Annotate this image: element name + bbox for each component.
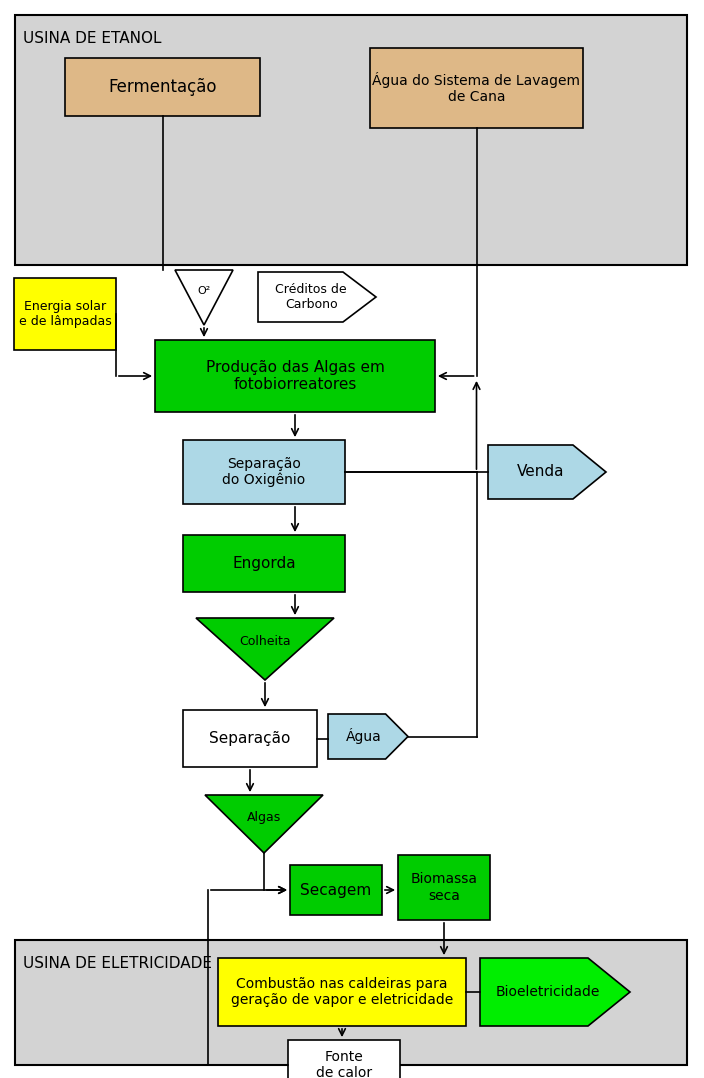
- Bar: [15, 15, 687, 265]
- Text: Bioeletricidade: Bioeletricidade: [496, 985, 600, 999]
- Bar: [183, 440, 345, 505]
- Bar: [183, 535, 345, 592]
- Text: Venda: Venda: [517, 465, 565, 480]
- Bar: [370, 49, 583, 128]
- Text: Fonte
de calor: Fonte de calor: [316, 1050, 372, 1078]
- Text: Água: Água: [346, 729, 382, 745]
- Bar: [398, 855, 490, 920]
- Text: Água do Sistema de Lavagem
de Cana: Água do Sistema de Lavagem de Cana: [372, 72, 581, 105]
- Bar: [14, 278, 116, 350]
- Text: Produção das Algas em
fotobiorreatores: Produção das Algas em fotobiorreatores: [206, 360, 384, 392]
- Text: Combustão nas caldeiras para
geração de vapor e eletricidade: Combustão nas caldeiras para geração de …: [231, 977, 453, 1007]
- Text: Créditos de
Carbono: Créditos de Carbono: [275, 284, 347, 310]
- Bar: [15, 940, 687, 1065]
- Polygon shape: [258, 272, 376, 322]
- Text: Algas: Algas: [247, 811, 281, 824]
- Text: Separação
do Oxigênio: Separação do Oxigênio: [222, 457, 306, 487]
- Polygon shape: [196, 618, 334, 680]
- Text: O²: O²: [197, 286, 210, 295]
- Bar: [183, 710, 317, 768]
- Bar: [218, 958, 466, 1026]
- Bar: [65, 58, 260, 116]
- Text: Colheita: Colheita: [239, 635, 291, 648]
- Polygon shape: [488, 445, 606, 499]
- Text: Fermentação: Fermentação: [108, 78, 217, 96]
- Bar: [155, 340, 435, 412]
- Polygon shape: [205, 794, 323, 853]
- Text: USINA DE ELETRICIDADE: USINA DE ELETRICIDADE: [23, 956, 212, 971]
- Bar: [288, 1040, 400, 1078]
- Polygon shape: [328, 714, 408, 759]
- Text: Secagem: Secagem: [301, 883, 372, 898]
- Text: Engorda: Engorda: [232, 556, 296, 571]
- Polygon shape: [175, 270, 233, 324]
- Text: USINA DE ETANOL: USINA DE ETANOL: [23, 31, 161, 46]
- Text: Biomassa
seca: Biomassa seca: [410, 872, 477, 902]
- Bar: [290, 865, 382, 915]
- Polygon shape: [480, 958, 630, 1026]
- Text: Energia solar
e de lâmpadas: Energia solar e de lâmpadas: [18, 300, 111, 328]
- Text: Separação: Separação: [209, 731, 291, 746]
